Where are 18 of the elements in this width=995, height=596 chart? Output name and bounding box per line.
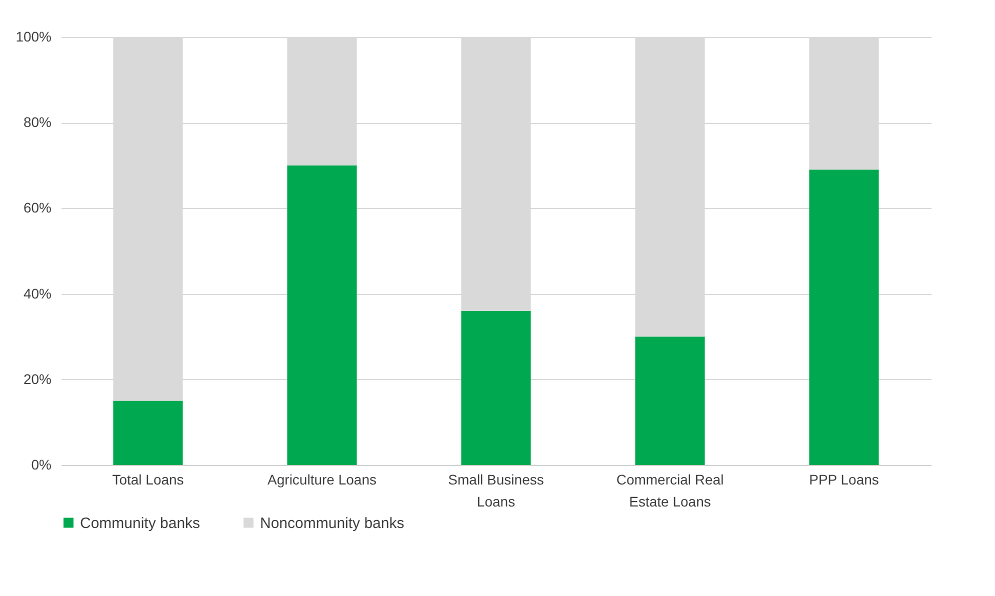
legend-label: Noncommunity banks bbox=[260, 514, 404, 532]
y-tick-label: 80% bbox=[23, 114, 52, 130]
y-tick-label: 20% bbox=[23, 370, 52, 387]
x-tick-label: Small Business Loans bbox=[448, 472, 544, 510]
y-tick-label: 60% bbox=[23, 200, 52, 216]
x-tick-label: Total Loans bbox=[112, 472, 184, 488]
bar bbox=[635, 336, 705, 465]
y-tick-label: 40% bbox=[23, 285, 52, 302]
x-tick-label: PPP Loans bbox=[809, 472, 879, 488]
bar bbox=[461, 310, 531, 465]
y-tick-label: 0% bbox=[31, 456, 52, 472]
legend-label: Community banks bbox=[80, 514, 200, 532]
bar bbox=[809, 170, 879, 465]
bar bbox=[113, 400, 183, 465]
bar bbox=[287, 165, 357, 465]
x-tick-label: Agriculture Loans bbox=[268, 472, 376, 488]
y-tick-label: 100% bbox=[16, 28, 52, 44]
x-tick-label: Commercial Real Estate Loans bbox=[616, 472, 724, 510]
